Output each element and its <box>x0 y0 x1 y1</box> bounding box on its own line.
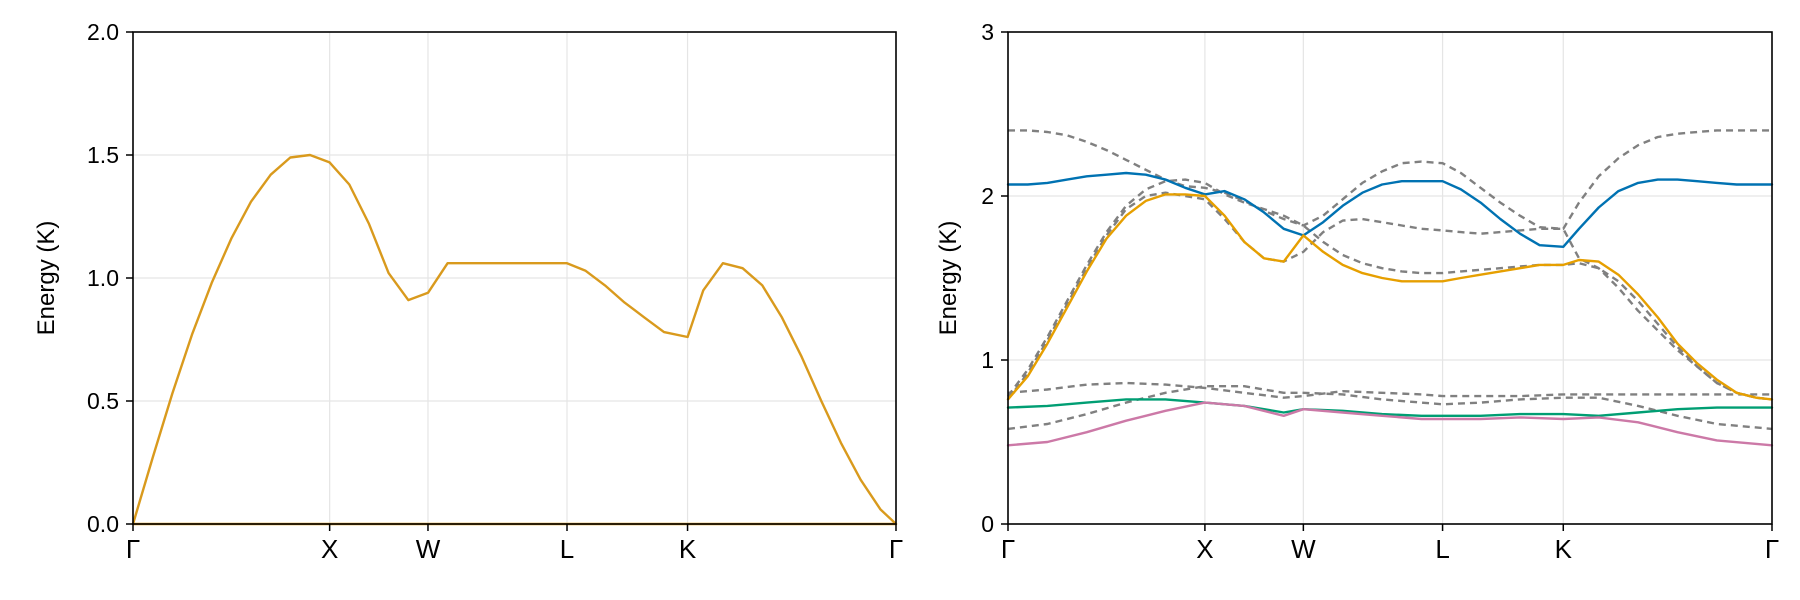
y-tick-label: 1 <box>981 347 994 373</box>
dashed-band-line-gray_dashed <box>1007 191 1773 401</box>
x-tick-label: Γ <box>1765 534 1779 564</box>
band-line-green <box>1006 398 1774 417</box>
x-tick-label: W <box>416 534 441 564</box>
plot-frame <box>1007 31 1773 525</box>
band-line-pink <box>1006 401 1774 447</box>
y-axis-label: Energy (K) <box>935 221 962 336</box>
x-tick-label: Γ <box>1001 534 1015 564</box>
band-line-blue <box>1006 171 1774 249</box>
dashed-band-line-gray_dashed <box>1007 381 1772 399</box>
x-tick-label: L <box>560 534 574 564</box>
y-tick-label: 1.5 <box>87 142 119 168</box>
dashed-band-line-gray_dashed <box>1007 178 1773 401</box>
x-tick-label: Γ <box>889 534 903 564</box>
band-line-gold <box>131 153 898 526</box>
band-line-orange <box>1006 193 1774 401</box>
x-tick-label: K <box>1555 534 1573 564</box>
dashed-band-line-gray_dashed <box>1008 129 1772 231</box>
y-tick-label: 2 <box>981 183 994 209</box>
y-tick-label: 0.5 <box>87 388 119 414</box>
x-tick-label: W <box>1291 534 1316 564</box>
x-tick-label: X <box>321 534 338 564</box>
x-tick-label: X <box>1196 534 1213 564</box>
y-tick-label: 0.0 <box>87 511 119 537</box>
left-panel: Γ X W L K Γ 0.0 0.5 1.0 1.5 2.0 Energy (K) <box>33 19 903 564</box>
x-tick-label: Γ <box>126 534 140 564</box>
y-axis-label: Energy (K) <box>33 221 60 336</box>
y-tick-label: 3 <box>981 19 994 45</box>
y-tick-label: 0 <box>981 511 994 537</box>
y-tick-label: 2.0 <box>87 19 119 45</box>
y-tick-label: 1.0 <box>87 265 119 291</box>
x-tick-label: L <box>1435 534 1449 564</box>
x-tick-label: K <box>679 534 697 564</box>
